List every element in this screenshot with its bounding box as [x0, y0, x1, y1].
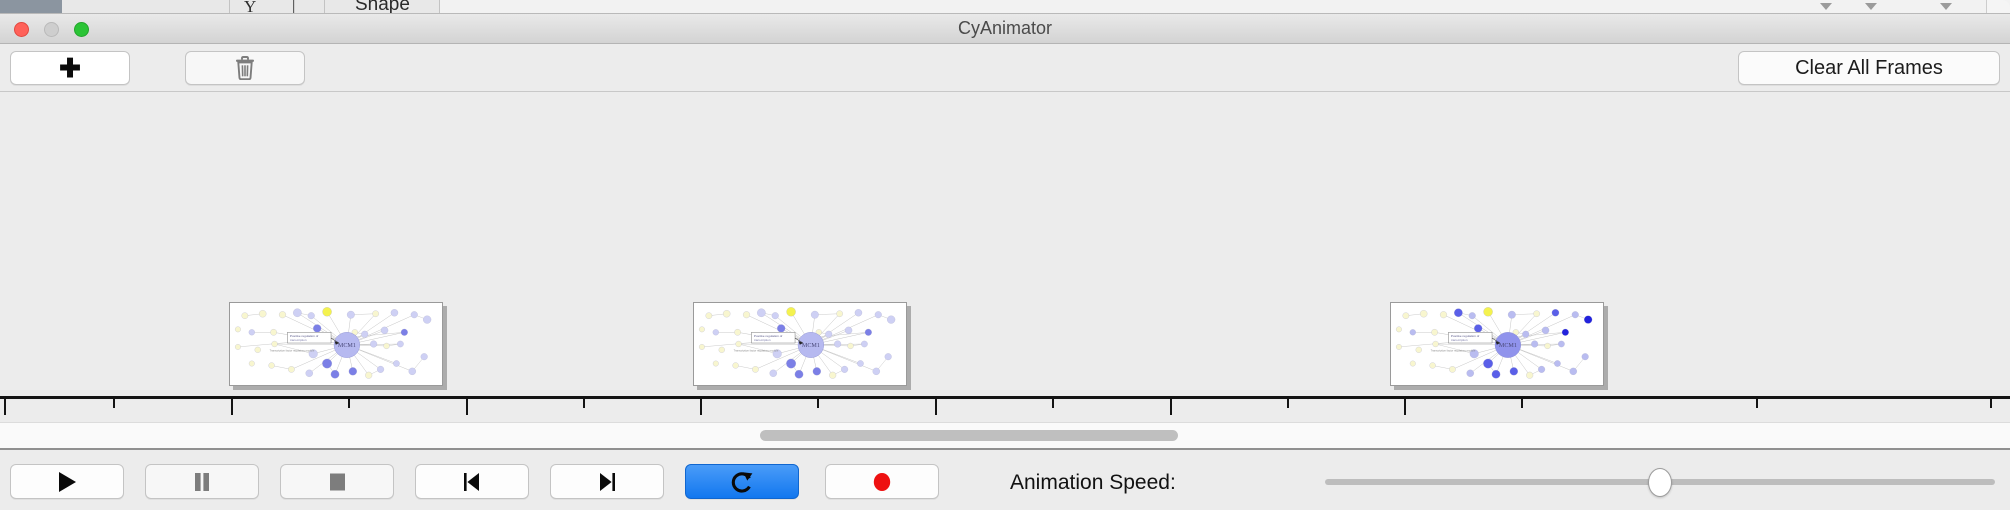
background-toolbar-segment [230, 0, 325, 13]
svg-text:Positive regulation of: Positive regulation of [754, 334, 783, 338]
svg-text:Positive regulation of: Positive regulation of [290, 334, 319, 338]
network-preview-svg: MCM1 Positive regulation of transcriptio… [230, 303, 442, 385]
background-selected-tab [0, 0, 62, 13]
record-icon [873, 472, 891, 491]
ruler-tick-minor [1052, 399, 1054, 408]
play-icon [59, 471, 76, 492]
svg-text:Transcription factor regulator: Transcription factor regulatory module [1431, 348, 1476, 352]
background-toolbar-segment [62, 0, 230, 13]
ruler-tick-major [4, 399, 6, 415]
ruler-tick-major [1170, 399, 1172, 415]
svg-text:Transcription factor regulator: Transcription factor regulatory module [270, 348, 315, 352]
svg-text:Transcription factor regulator: Transcription factor regulatory module [734, 348, 779, 352]
skip-back-icon [464, 472, 479, 491]
play-button[interactable] [10, 464, 124, 499]
ruler-baseline [0, 396, 2010, 399]
clear-all-frames-label: Clear All Frames [1795, 56, 1943, 79]
ruler-tick-minor [817, 399, 819, 408]
frame-thumbnail[interactable]: MCM1 Positive regulation of transcriptio… [1390, 302, 1604, 386]
background-chevron-icon [1940, 3, 1952, 10]
delete-frame-button[interactable] [185, 51, 305, 85]
trash-icon [236, 56, 254, 80]
minimize-window-icon[interactable] [44, 22, 59, 37]
playback-toolbar: Animation Speed: [0, 448, 2010, 510]
ruler-tick-minor [1756, 399, 1758, 408]
title-bar: CyAnimator [0, 14, 2010, 44]
timeline-panel[interactable]: MCM1 Positive regulation of transcriptio… [0, 92, 2010, 422]
network-preview-svg: MCM1 Positive regulation of transcriptio… [1391, 303, 1603, 385]
ruler-tick-label: 15 [688, 418, 713, 422]
pause-icon [195, 472, 209, 491]
animation-speed-label: Animation Speed: [1010, 471, 1176, 494]
ruler-tick-label: 18 [1392, 418, 1417, 422]
background-window-strip: Y | Shape [0, 0, 2010, 14]
toolbar: ✚ Clear All Frames [0, 44, 2010, 92]
frame-thumbnail[interactable]: MCM1 Positive regulation of transcriptio… [229, 302, 443, 386]
skip-forward-icon [600, 472, 615, 491]
skip-to-end-button[interactable] [550, 464, 664, 499]
ruler-tick-label: 17 [1158, 418, 1183, 422]
stop-icon [330, 473, 345, 490]
timeline-scrollbar[interactable] [0, 422, 2010, 448]
maximize-window-icon[interactable] [74, 22, 89, 37]
timeline-scrollbar-thumb[interactable] [760, 430, 1178, 441]
loop-icon [731, 471, 753, 493]
ruler-tick-major [935, 399, 937, 415]
window-title: CyAnimator [957, 18, 1053, 38]
ruler-tick-label: 16 [923, 418, 948, 422]
ruler-tick-major [231, 399, 233, 415]
stop-button[interactable] [280, 464, 394, 499]
ruler-tick-label: 14 [454, 418, 479, 422]
background-toolbar-segment [325, 0, 440, 13]
ruler-tick-major [700, 399, 702, 415]
skip-to-start-button[interactable] [415, 464, 529, 499]
background-chevron-icon [1820, 3, 1832, 10]
close-window-icon[interactable] [14, 22, 29, 37]
pause-button[interactable] [145, 464, 259, 499]
animation-speed-slider-thumb[interactable] [1648, 468, 1672, 497]
animation-speed-slider[interactable] [1325, 468, 1995, 497]
record-button[interactable] [825, 464, 939, 499]
cyanimator-window: CyAnimator ✚ Clear All Frames MCM1 [0, 14, 2010, 510]
svg-text:MCM1: MCM1 [802, 343, 820, 349]
svg-text:transcription: transcription [1451, 338, 1468, 342]
loop-button[interactable] [685, 464, 799, 499]
ruler-tick-label: 2 [0, 418, 10, 422]
background-shape-label: Shape [355, 0, 410, 14]
ruler-tick-minor [1990, 399, 1992, 408]
ruler-tick-major [1404, 399, 1406, 415]
background-glyph-y: Y [244, 0, 257, 14]
ruler-tick-minor [348, 399, 350, 408]
background-window-corner [1986, 0, 2010, 13]
ruler-tick-minor [583, 399, 585, 408]
frame-thumbnail[interactable]: MCM1 Positive regulation of transcriptio… [693, 302, 907, 386]
plus-icon: ✚ [59, 53, 81, 83]
ruler-tick-major [466, 399, 468, 415]
ruler-tick-label: 13 [219, 418, 244, 422]
network-preview-svg: MCM1 Positive regulation of transcriptio… [694, 303, 906, 385]
svg-text:transcription: transcription [754, 338, 771, 342]
ruler-tick-minor [113, 399, 115, 408]
svg-text:MCM1: MCM1 [338, 343, 356, 349]
ruler-tick-minor [1287, 399, 1289, 408]
background-glyph-bar: | [292, 0, 296, 14]
svg-text:MCM1: MCM1 [1499, 343, 1517, 349]
ruler-tick-minor [1521, 399, 1523, 408]
svg-text:transcription: transcription [290, 338, 307, 342]
clear-all-frames-button[interactable]: Clear All Frames [1738, 51, 2000, 85]
timeline-ruler: 2 13 14 15 16 17 18 [0, 396, 2010, 422]
background-chevron-icon [1865, 3, 1877, 10]
add-frame-button[interactable]: ✚ [10, 51, 130, 85]
svg-text:Positive regulation of: Positive regulation of [1451, 334, 1480, 338]
